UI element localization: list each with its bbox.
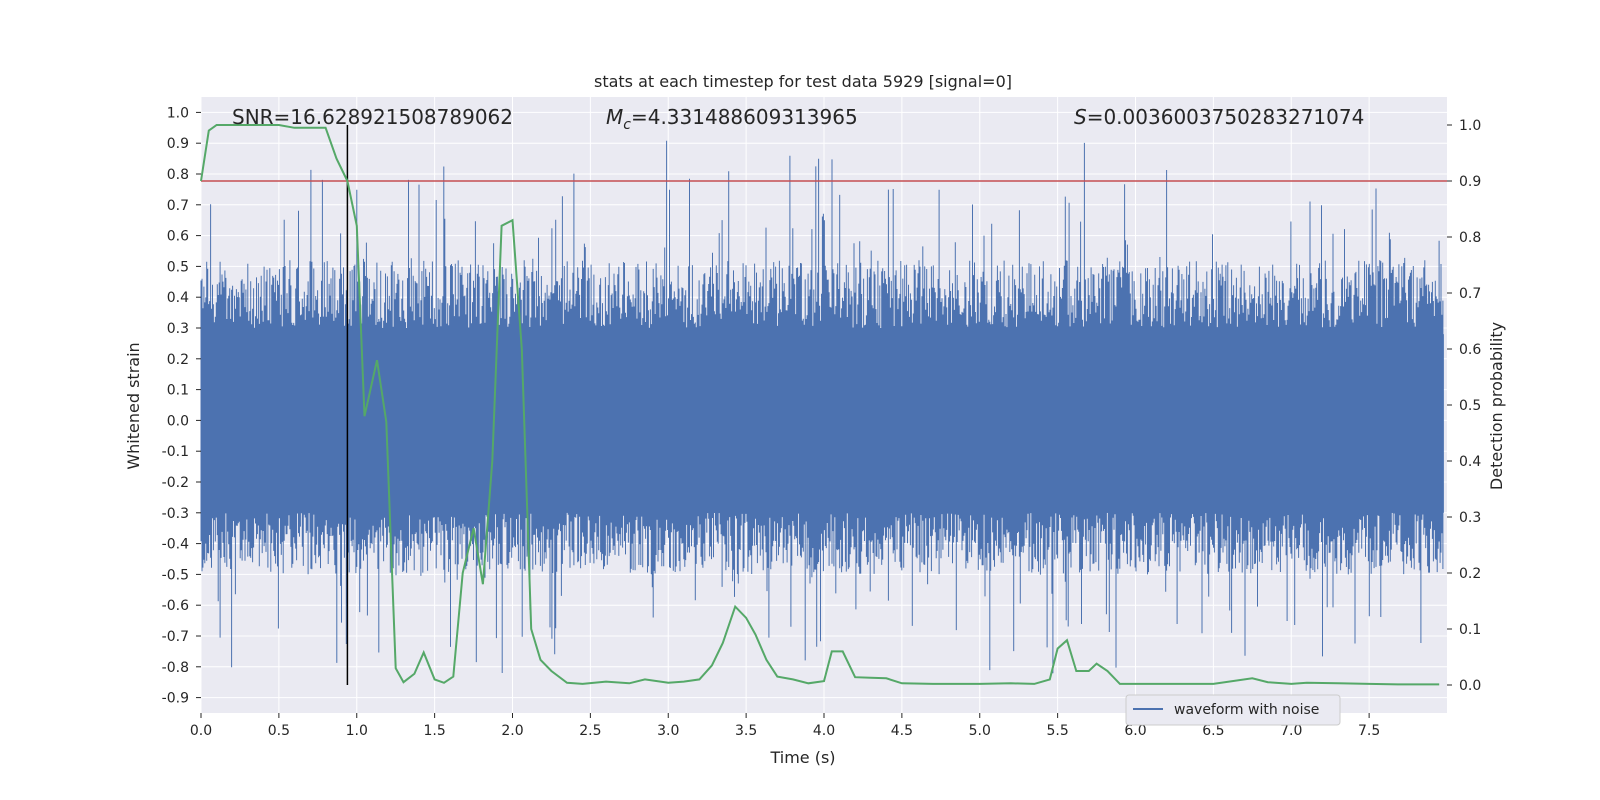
mc-subscript: c <box>623 117 631 133</box>
y-left-tick-label: -0.7 <box>162 629 189 645</box>
y-left-tick-label: 0.9 <box>167 136 189 152</box>
y-left-axis-ticks: -0.9 -0.8 -0.7 -0.6 -0.5 -0.4 -0.3 -0.2 -0.1 0.0 0… <box>162 105 201 707</box>
y-left-tick-label: 0.7 <box>167 198 189 214</box>
legend-label-waveform: waveform with noise <box>1174 702 1319 718</box>
s-symbol: S <box>1074 105 1087 129</box>
y-right-axis-ticks: 0.0 0.1 0.2 0.3 0.4 0.5 0.6 0.7 0.8 0.9 1.0 <box>1447 118 1481 694</box>
mc-symbol: M <box>606 105 623 129</box>
x-tick-label: 5.0 <box>969 723 991 739</box>
legend: waveform with noise <box>1125 694 1341 726</box>
x-tick-label: 3.0 <box>657 723 679 739</box>
y-left-tick-label: -0.6 <box>162 598 189 614</box>
y-left-tick-label: -0.8 <box>162 660 189 676</box>
y-left-tick-label: -0.5 <box>162 567 189 583</box>
s-value: =0.0036003750283271074 <box>1087 105 1365 129</box>
chart-title: stats at each timestep for test data 592… <box>594 72 1012 91</box>
s-annotation: S=0.0036003750283271074 <box>1074 105 1364 129</box>
x-tick-label: 3.5 <box>735 723 757 739</box>
waveform-series <box>200 140 1444 674</box>
y-left-tick-label: 0.6 <box>167 229 189 245</box>
x-axis-label: Time (s) <box>769 748 835 767</box>
y-left-tick-label: 0.4 <box>167 290 189 306</box>
y-right-tick-label: 0.9 <box>1459 174 1481 190</box>
y-left-tick-label: 0.2 <box>167 352 189 368</box>
y-left-tick-label: -0.2 <box>162 475 189 491</box>
y-right-tick-label: 0.5 <box>1459 398 1481 414</box>
y-right-tick-label: 0.2 <box>1459 566 1481 582</box>
x-tick-label: 4.5 <box>891 723 913 739</box>
x-tick-label: 4.0 <box>813 723 835 739</box>
y-left-tick-label: 1.0 <box>167 105 189 121</box>
x-tick-label: 1.0 <box>346 723 368 739</box>
x-tick-label: 7.5 <box>1358 723 1380 739</box>
mc-value: =4.331488609313965 <box>631 105 858 129</box>
probability-series <box>200 124 1440 686</box>
snr-annotation: SNR=16.628921508789062 <box>232 105 513 129</box>
y-right-tick-label: 0.8 <box>1459 230 1481 246</box>
y-right-tick-label: 1.0 <box>1459 118 1481 134</box>
waveform-trace <box>200 140 1444 674</box>
y-left-tick-label: -0.4 <box>162 537 189 553</box>
x-tick-label: 5.5 <box>1046 723 1068 739</box>
chirp-mass-annotation: Mc=4.331488609313965 <box>606 105 858 133</box>
y-right-tick-label: 0.1 <box>1459 622 1481 638</box>
y-left-tick-label: 0.5 <box>167 259 189 275</box>
y-right-axis-label: Detection probability <box>1487 322 1506 490</box>
y-left-axis-label: Whitened strain <box>124 342 143 469</box>
x-tick-label: 0.5 <box>268 723 290 739</box>
x-tick-label: 6.5 <box>1202 723 1224 739</box>
y-left-tick-label: 0.0 <box>167 413 189 429</box>
y-right-tick-label: 0.4 <box>1459 454 1481 470</box>
legend-box <box>1125 694 1341 726</box>
x-tick-label: 6.0 <box>1124 723 1146 739</box>
x-axis-ticks: 0.0 0.5 1.0 1.5 2.0 2.5 3.0 3.5 4.0 4.5 5.0 5.5 6.0 6… <box>190 713 1380 739</box>
y-right-tick-label: 0.3 <box>1459 510 1481 526</box>
x-tick-label: 1.5 <box>423 723 445 739</box>
y-left-tick-label: 0.3 <box>167 321 189 337</box>
y-right-tick-label: 0.7 <box>1459 286 1481 302</box>
y-left-tick-label: -0.1 <box>162 444 189 460</box>
y-left-tick-label: 0.8 <box>167 167 189 183</box>
x-tick-label: 2.5 <box>579 723 601 739</box>
x-tick-label: 2.0 <box>501 723 523 739</box>
y-left-tick-label: -0.3 <box>162 506 189 522</box>
x-tick-label: 7.0 <box>1280 723 1302 739</box>
x-tick-label: 0.0 <box>190 723 212 739</box>
y-left-tick-label: 0.1 <box>167 383 189 399</box>
y-left-tick-label: -0.9 <box>162 691 189 707</box>
y-right-tick-label: 0.6 <box>1459 342 1481 358</box>
y-right-tick-label: 0.0 <box>1459 678 1481 694</box>
